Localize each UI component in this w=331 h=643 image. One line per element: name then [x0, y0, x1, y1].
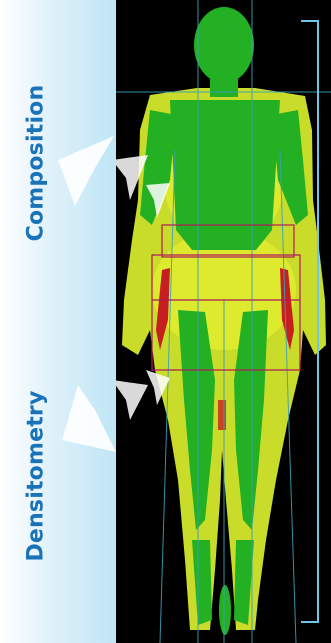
left-chevron-icons [58, 136, 116, 452]
analysis-region-boxes [151, 224, 301, 371]
body-scan-image [116, 0, 331, 643]
chevron-arrow-icon [116, 155, 170, 420]
scan-range-bracket [301, 20, 319, 623]
scan-guide-lines [116, 0, 331, 643]
left-label-panel: Composition Densitometry [0, 0, 116, 643]
